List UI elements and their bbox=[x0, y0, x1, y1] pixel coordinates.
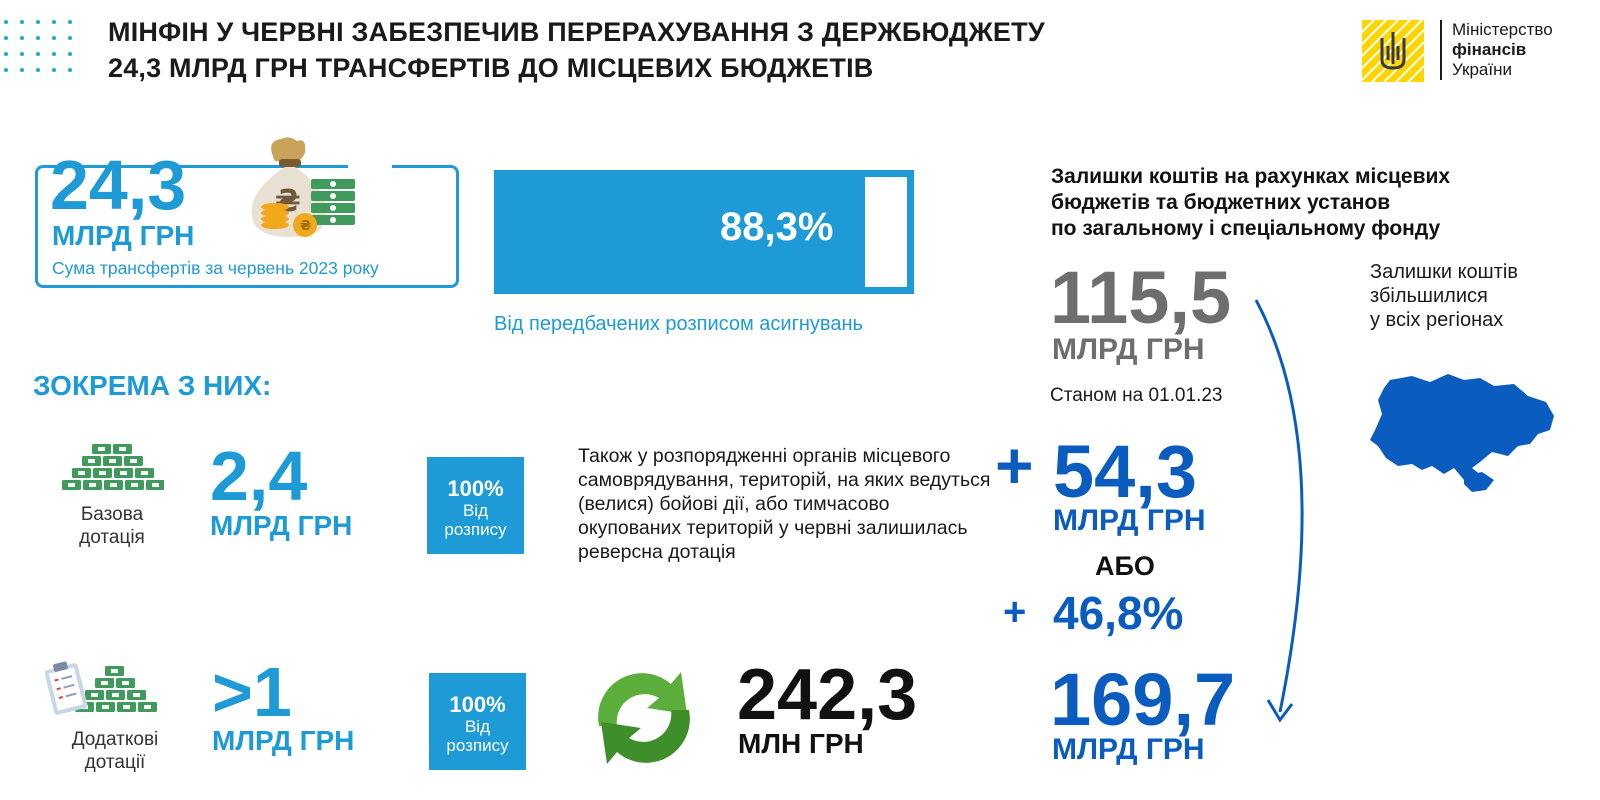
increase-plus-sign: + bbox=[995, 428, 1034, 502]
dot bbox=[68, 68, 72, 72]
base-subsidy-amount: 2,4 bbox=[210, 437, 308, 515]
additional-subsidies-percent-badge: 100% Від розпису bbox=[429, 673, 526, 770]
base-subsidy-label: Базова дотація bbox=[79, 504, 145, 548]
additional-subsidies-amount: >1 bbox=[212, 653, 292, 731]
dot bbox=[4, 52, 8, 56]
banknote-band bbox=[102, 705, 109, 709]
reverse-subsidy-text: Також у розпорядженні органів місцевого … bbox=[578, 445, 991, 563]
start-balance-unit: МЛРД ГРН bbox=[1052, 333, 1205, 366]
percent-plus-sign: + bbox=[1003, 590, 1027, 634]
dot bbox=[52, 52, 56, 56]
progress-caption: Від передбачених розписом асигнувань bbox=[494, 313, 863, 335]
dot bbox=[4, 68, 8, 72]
ministry-logo-emblem bbox=[1361, 19, 1425, 83]
ukraine-map-icon bbox=[1370, 374, 1554, 492]
dot bbox=[36, 52, 40, 56]
reverse-arrows-icon bbox=[598, 672, 690, 764]
money-bag-icon: ₴ ₴ bbox=[251, 137, 355, 237]
banknote-band bbox=[123, 705, 130, 709]
banknote-band bbox=[152, 483, 159, 487]
end-balance-unit: МЛРД ГРН bbox=[1052, 733, 1205, 766]
dot bbox=[4, 36, 8, 40]
regions-note: Залишки коштів збільшилися у всіх регіон… bbox=[1370, 261, 1518, 331]
increase-percent: 46,8% bbox=[1053, 587, 1184, 639]
dot bbox=[36, 68, 40, 72]
dot bbox=[20, 52, 24, 56]
end-balance-amount: 169,7 bbox=[1050, 658, 1236, 741]
total-unit: МЛРД ГРН bbox=[52, 220, 195, 251]
banknote-band bbox=[99, 471, 106, 475]
svg-text:₴: ₴ bbox=[300, 219, 311, 234]
additional-subsidies-unit: МЛРД ГРН bbox=[212, 725, 355, 756]
logo-divider bbox=[1440, 20, 1442, 80]
allocation-progress-bar bbox=[494, 170, 914, 294]
dot bbox=[20, 36, 24, 40]
trident-icon bbox=[1380, 32, 1406, 70]
increase-unit: МЛРД ГРН bbox=[1053, 504, 1206, 537]
title-line-1: МІНФІН У ЧЕРВНІ ЗАБЕЗПЕЧИВ ПЕРЕРАХУВАННЯ… bbox=[108, 17, 1045, 47]
ministry-logo-text: Міністерство фінансів України bbox=[1452, 20, 1553, 79]
banknote-band bbox=[131, 483, 138, 487]
dot bbox=[20, 68, 24, 72]
dot bbox=[52, 36, 56, 40]
total-amount: 24,3 bbox=[50, 146, 187, 224]
growth-arrow-icon bbox=[1254, 299, 1304, 723]
banknote-band bbox=[120, 471, 127, 475]
banknote-band bbox=[130, 459, 137, 463]
clipboard-icon bbox=[45, 661, 88, 715]
dot bbox=[36, 20, 40, 24]
dot bbox=[68, 20, 72, 24]
reverse-subsidy-amount: 242,3 bbox=[737, 655, 918, 735]
card-gap bbox=[348, 160, 392, 170]
increase-amount: 54,3 bbox=[1053, 430, 1198, 513]
title-line-2: 24,3 МЛРД ГРН ТРАНСФЕРТІВ ДО МІСЦЕВИХ БЮ… bbox=[108, 53, 874, 83]
additional-subsidies-label: Додаткові дотації bbox=[71, 729, 159, 773]
dot bbox=[20, 20, 24, 24]
banknote-band bbox=[111, 669, 118, 673]
decorative-dots bbox=[4, 20, 84, 82]
banknote-band bbox=[109, 459, 116, 463]
progress-remainder bbox=[865, 177, 907, 287]
banknote-band bbox=[110, 483, 117, 487]
banknote-band bbox=[68, 483, 75, 487]
banknote-band bbox=[144, 705, 151, 709]
balances-title: Залишки коштів на рахунках місцевих бюдж… bbox=[1051, 165, 1451, 240]
banknote-band bbox=[88, 459, 95, 463]
banknote-band bbox=[91, 693, 98, 697]
progress-percent-label: 88,3% bbox=[720, 205, 834, 249]
dot bbox=[36, 36, 40, 40]
banknote-band bbox=[133, 693, 140, 697]
dot bbox=[52, 20, 56, 24]
cash-stack-icon bbox=[62, 444, 164, 490]
banknote-band bbox=[101, 681, 108, 685]
base-subsidy-percent-badge: 100% Від розпису bbox=[427, 457, 524, 554]
start-balance-date: Станом на 01.01.23 bbox=[1050, 385, 1223, 406]
total-caption: Сума трансфертів за червень 2023 року bbox=[52, 258, 379, 278]
summary-card bbox=[35, 165, 459, 288]
banknote-band bbox=[119, 447, 126, 451]
banknote-band bbox=[112, 693, 119, 697]
page-title: МІНФІН У ЧЕРВНІ ЗАБЕЗПЕЧИВ ПЕРЕРАХУВАННЯ… bbox=[108, 14, 1045, 86]
base-subsidy-unit: МЛРД ГРН bbox=[210, 510, 353, 541]
section-label: ЗОКРЕМА З НИХ: bbox=[33, 370, 272, 401]
banknote-band bbox=[98, 447, 105, 451]
reverse-subsidy-unit: МЛН ГРН bbox=[738, 728, 864, 759]
dot bbox=[52, 68, 56, 72]
start-balance-amount: 115,5 bbox=[1050, 256, 1232, 339]
dot bbox=[68, 36, 72, 40]
banknote-band bbox=[122, 681, 129, 685]
clipboard-cash-icon bbox=[45, 661, 157, 715]
banknote-band bbox=[141, 471, 148, 475]
or-label: АБО bbox=[1095, 551, 1155, 581]
dot bbox=[68, 52, 72, 56]
dot bbox=[4, 20, 8, 24]
banknote-band bbox=[89, 483, 96, 487]
banknote-band bbox=[78, 471, 85, 475]
